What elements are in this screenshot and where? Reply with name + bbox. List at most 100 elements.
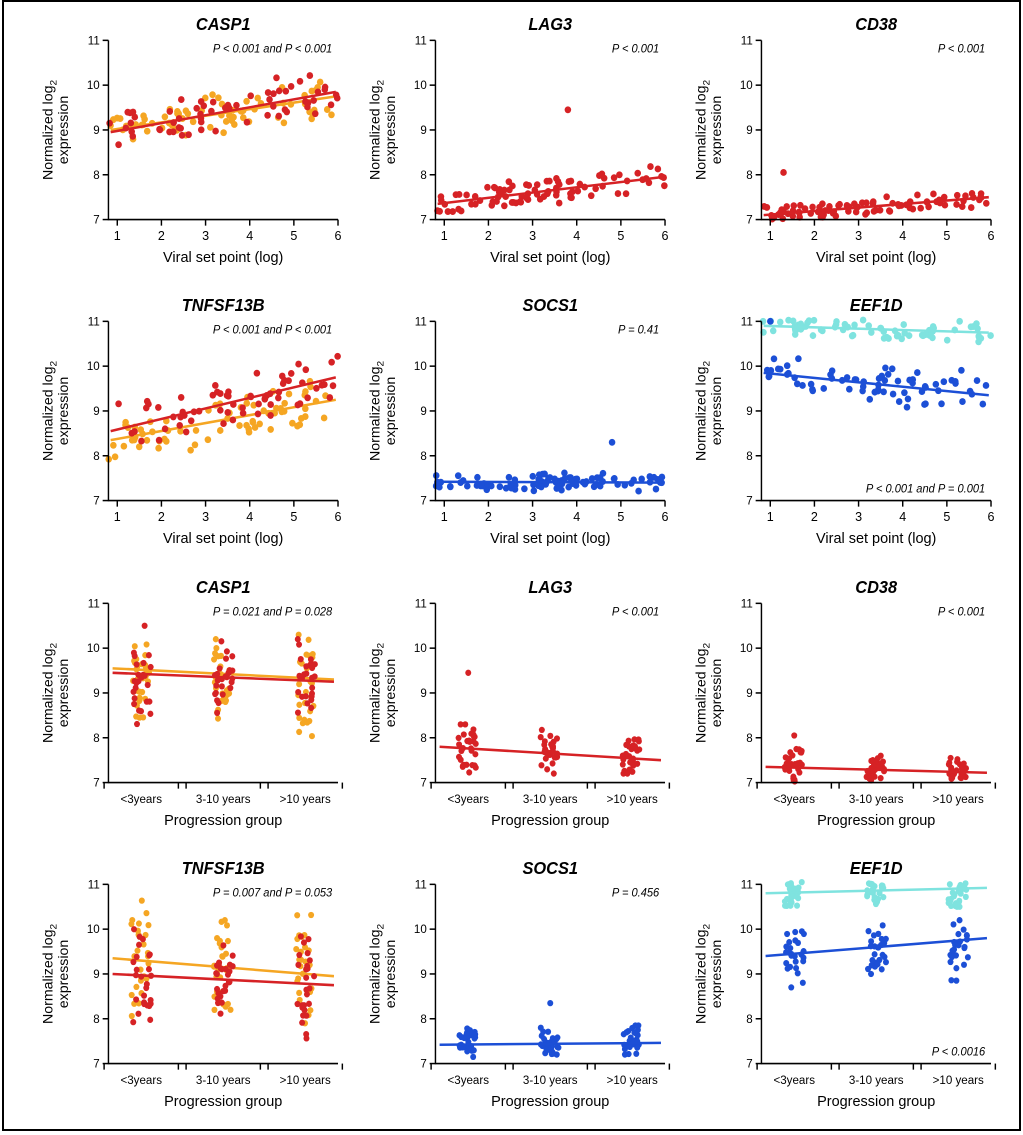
- svg-text:3-10 years: 3-10 years: [523, 791, 578, 805]
- panel-p3: CD387891011123456Viral set point (log)No…: [692, 12, 1001, 275]
- pvalue-text: P < 0.001 and P < 0.001: [213, 325, 332, 337]
- svg-text:>10 years: >10 years: [933, 1072, 984, 1086]
- svg-text:3-10 years: 3-10 years: [196, 791, 251, 805]
- svg-text:<3years: <3years: [774, 1072, 816, 1086]
- svg-text:10: 10: [414, 359, 427, 373]
- svg-text:11: 11: [88, 877, 100, 891]
- svg-text:2: 2: [811, 509, 818, 524]
- svg-text:5: 5: [617, 228, 624, 243]
- svg-text:3: 3: [529, 228, 536, 243]
- svg-text:<3years: <3years: [120, 1072, 162, 1086]
- pvalue-text: P = 0.456: [612, 887, 660, 899]
- svg-text:8: 8: [93, 449, 100, 463]
- svg-text:6: 6: [988, 228, 995, 243]
- svg-text:4: 4: [246, 509, 253, 524]
- svg-text:6: 6: [661, 509, 668, 524]
- svg-text:11: 11: [414, 877, 426, 891]
- svg-text:<3years: <3years: [447, 1072, 489, 1086]
- svg-text:11: 11: [88, 596, 100, 610]
- panel-p9: CD387891011<3years3-10 years>10 yearsPro…: [692, 575, 1001, 838]
- y-axis-label-2: expression: [55, 939, 71, 1007]
- svg-text:2: 2: [485, 509, 492, 524]
- y-axis-label-2: expression: [709, 96, 725, 164]
- pvalue-text: P < 0.001: [938, 43, 985, 55]
- svg-text:11: 11: [741, 33, 753, 47]
- pvalue-text: P < 0.001 and P = 0.001: [866, 483, 985, 495]
- svg-text:2: 2: [158, 509, 165, 524]
- panel-p10: TNFSF13B7891011<3years3-10 years>10 year…: [39, 856, 348, 1119]
- svg-text:8: 8: [420, 168, 427, 182]
- svg-text:11: 11: [741, 596, 753, 610]
- svg-text:11: 11: [414, 596, 426, 610]
- y-axis-label-2: expression: [55, 377, 71, 445]
- svg-text:9: 9: [747, 685, 754, 699]
- svg-text:7: 7: [420, 775, 426, 789]
- plot-title: LAG3: [528, 15, 572, 34]
- svg-text:>10 years: >10 years: [280, 1072, 331, 1086]
- pvalue-text: P < 0.001: [938, 606, 985, 618]
- panel-p4: TNFSF13B7891011123456Viral set point (lo…: [39, 293, 348, 556]
- y-axis-label-2: expression: [55, 96, 71, 164]
- x-axis-label: Viral set point (log): [490, 250, 610, 266]
- svg-text:1: 1: [114, 509, 121, 524]
- svg-text:10: 10: [87, 78, 100, 92]
- svg-text:4: 4: [573, 228, 580, 243]
- svg-text:9: 9: [93, 404, 100, 418]
- svg-text:7: 7: [420, 212, 426, 226]
- svg-text:7: 7: [747, 1056, 753, 1070]
- svg-text:7: 7: [93, 212, 99, 226]
- pvalue-text: P < 0.001 and P < 0.001: [213, 43, 332, 55]
- svg-text:8: 8: [93, 730, 100, 744]
- svg-text:5: 5: [290, 228, 297, 243]
- y-axis-label-2: expression: [382, 377, 398, 445]
- svg-text:11: 11: [741, 877, 753, 891]
- svg-text:2: 2: [485, 228, 492, 243]
- panel-p6: EEF1D7891011123456Viral set point (log)N…: [692, 293, 1001, 556]
- svg-text:1: 1: [767, 509, 774, 524]
- x-axis-label: Viral set point (log): [163, 250, 283, 266]
- svg-text:11: 11: [414, 314, 426, 328]
- plot-title: TNFSF13B: [182, 859, 265, 878]
- svg-text:11: 11: [414, 33, 426, 47]
- svg-text:9: 9: [747, 123, 754, 137]
- pvalue-text: P < 0.001: [612, 606, 659, 618]
- svg-text:5: 5: [617, 509, 624, 524]
- svg-text:11: 11: [88, 33, 100, 47]
- panel-p5: SOCS17891011123456Viral set point (log)N…: [366, 293, 675, 556]
- panel-grid: CASP17891011123456Viral set point (log)N…: [39, 12, 1001, 1119]
- svg-text:5: 5: [944, 228, 951, 243]
- pvalue-text: P < 0.001: [612, 43, 659, 55]
- svg-text:10: 10: [414, 640, 427, 654]
- y-axis-label-2: expression: [709, 939, 725, 1007]
- svg-text:10: 10: [740, 359, 753, 373]
- svg-text:4: 4: [573, 509, 580, 524]
- svg-text:8: 8: [93, 1011, 100, 1025]
- svg-text:>10 years: >10 years: [933, 791, 984, 805]
- svg-text:8: 8: [93, 168, 100, 182]
- svg-text:3: 3: [529, 509, 536, 524]
- svg-text:7: 7: [747, 212, 753, 226]
- svg-text:>10 years: >10 years: [606, 1072, 657, 1086]
- svg-text:7: 7: [747, 775, 753, 789]
- svg-text:1: 1: [440, 509, 447, 524]
- x-axis-label: Progression group: [817, 812, 935, 828]
- svg-text:6: 6: [988, 509, 995, 524]
- svg-text:8: 8: [420, 1011, 427, 1025]
- svg-text:7: 7: [93, 494, 99, 508]
- svg-text:>10 years: >10 years: [606, 791, 657, 805]
- x-axis-label: Progression group: [817, 1094, 935, 1110]
- svg-text:3: 3: [202, 228, 209, 243]
- svg-text:7: 7: [93, 1056, 99, 1070]
- plot-title: CASP1: [196, 15, 251, 34]
- plot-title: EEF1D: [850, 296, 903, 315]
- x-axis-label: Progression group: [164, 1094, 282, 1110]
- svg-text:6: 6: [335, 228, 342, 243]
- y-axis-label-2: expression: [382, 96, 398, 164]
- panel-p8: LAG37891011<3years3-10 years>10 yearsPro…: [366, 575, 675, 838]
- plot-title: EEF1D: [850, 859, 903, 878]
- panel-p11: SOCS17891011<3years3-10 years>10 yearsPr…: [366, 856, 675, 1119]
- svg-text:3: 3: [855, 509, 862, 524]
- svg-text:7: 7: [93, 775, 99, 789]
- svg-text:2: 2: [158, 228, 165, 243]
- svg-text:8: 8: [747, 168, 754, 182]
